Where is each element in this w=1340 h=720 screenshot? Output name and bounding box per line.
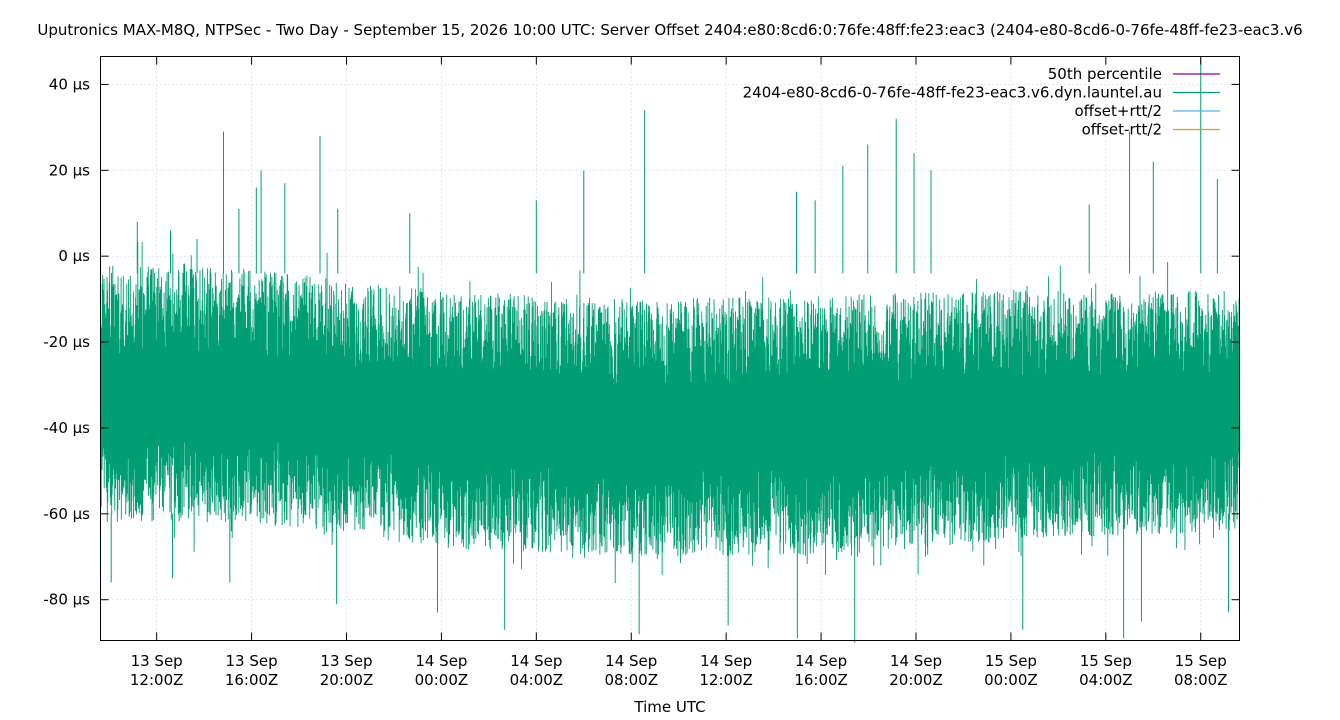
x-tick-label-date: 14 Sep: [415, 652, 467, 670]
y-tick-label: 20 µs: [49, 161, 90, 179]
x-tick-label-time: 00:00Z: [984, 671, 1038, 689]
legend-label: 50th percentile: [1048, 65, 1162, 83]
x-tick-label-date: 13 Sep: [226, 652, 278, 670]
y-tick-label: -20 µs: [43, 333, 90, 351]
x-tick-label-time: 04:00Z: [510, 671, 564, 689]
x-tick-label-time: 20:00Z: [320, 671, 374, 689]
series-main-trace: [100, 241, 1241, 584]
y-tick-label: -80 µs: [43, 591, 90, 609]
x-tick-label-time: 08:00Z: [604, 671, 658, 689]
x-tick-label-date: 14 Sep: [605, 652, 657, 670]
x-tick-label-time: 12:00Z: [699, 671, 753, 689]
x-tick-label-time: 04:00Z: [1079, 671, 1133, 689]
chart-title: Uputronics MAX-M8Q, NTPSec - Two Day - S…: [37, 21, 1302, 39]
legend-label: offset+rtt/2: [1074, 102, 1162, 120]
x-tick-label-date: 13 Sep: [320, 652, 372, 670]
x-axis-label: Time UTC: [633, 698, 705, 716]
x-tick-label-date: 14 Sep: [510, 652, 562, 670]
y-tick-label: 40 µs: [49, 75, 90, 93]
x-tick-label-date: 13 Sep: [131, 652, 183, 670]
x-tick-label-time: 08:00Z: [1174, 671, 1228, 689]
plot-frame: [100, 56, 1240, 641]
x-tick-label-time: 16:00Z: [794, 671, 848, 689]
legend: 50th percentile2404-e80-8cd6-0-76fe-48ff…: [743, 65, 1220, 139]
plot-data: [100, 58, 1241, 643]
y-tick-label: -60 µs: [43, 505, 90, 523]
legend-label: 2404-e80-8cd6-0-76fe-48ff-fe23-eac3.v6.d…: [743, 84, 1162, 102]
x-tick-label-date: 15 Sep: [1175, 652, 1227, 670]
y-tick-label: 0 µs: [58, 247, 90, 265]
x-tick-label-date: 14 Sep: [700, 652, 752, 670]
y-tick-label: -40 µs: [43, 419, 90, 437]
x-tick-label-date: 14 Sep: [795, 652, 847, 670]
legend-label: offset-rtt/2: [1082, 121, 1162, 139]
x-tick-label-date: 14 Sep: [890, 652, 942, 670]
axis-ticks: 40 µs 20 µs 0 µs -20 µs -40 µs -60 µs -80 µs 13…: [43, 56, 1240, 689]
x-tick-label-date: 15 Sep: [985, 652, 1037, 670]
x-tick-label-time: 16:00Z: [225, 671, 279, 689]
x-tick-label-time: 12:00Z: [130, 671, 184, 689]
x-tick-label-time: 20:00Z: [889, 671, 943, 689]
x-tick-label-date: 15 Sep: [1080, 652, 1132, 670]
x-tick-label-time: 00:00Z: [415, 671, 469, 689]
